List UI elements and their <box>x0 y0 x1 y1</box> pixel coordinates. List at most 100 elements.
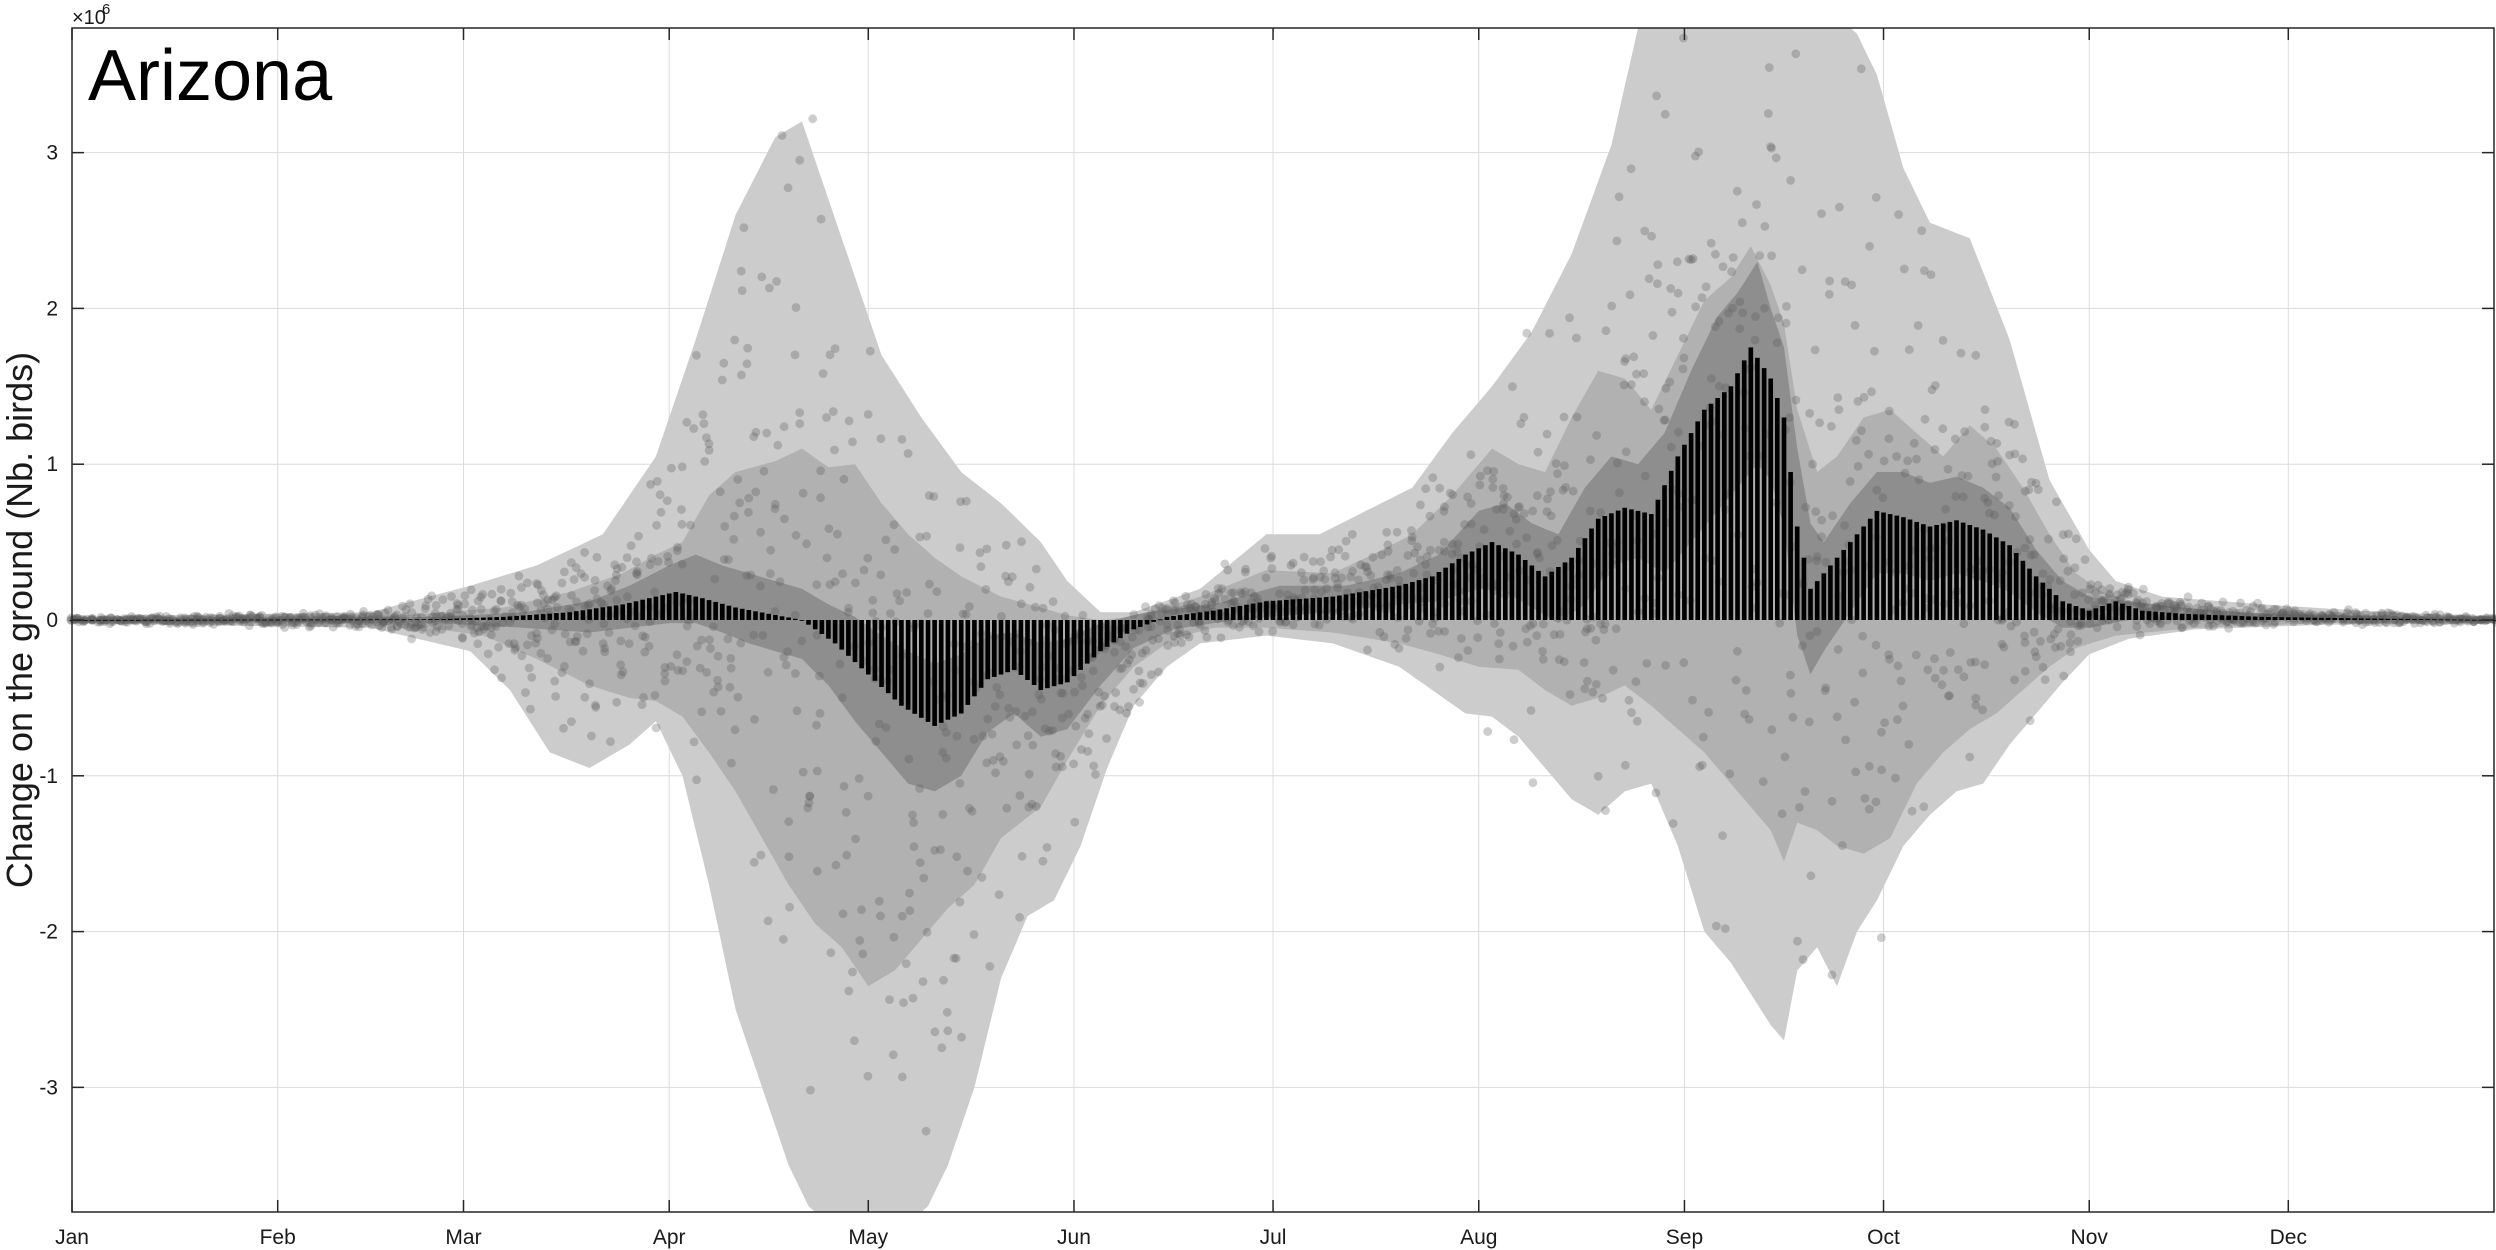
scatter-point <box>720 522 730 531</box>
mean-bar <box>2100 606 2105 620</box>
scatter-point <box>1865 241 1874 251</box>
scatter-point <box>536 585 546 595</box>
scatter-point <box>1738 308 1748 318</box>
mean-bar <box>1124 620 1130 634</box>
mean-bar <box>348 619 354 621</box>
scatter-point <box>523 640 532 650</box>
scatter-point <box>2325 610 2335 620</box>
scatter-point <box>378 618 388 628</box>
scatter-point <box>1028 740 1038 750</box>
scatter-point <box>201 612 211 622</box>
mean-bar <box>1436 572 1442 620</box>
scatter-point <box>886 609 895 618</box>
scatter-point <box>1100 691 1110 701</box>
scatter-point <box>2045 574 2055 584</box>
scatter-point <box>2416 618 2425 628</box>
mean-bar <box>428 619 433 620</box>
scatter-point <box>2132 599 2142 608</box>
scatter-point <box>114 615 123 625</box>
scatter-point <box>672 650 682 660</box>
scatter-point <box>1632 716 1642 726</box>
mean-bar <box>142 619 148 621</box>
scatter-point <box>1805 631 1815 640</box>
scatter-point <box>1581 627 1590 637</box>
scatter-point <box>348 616 357 626</box>
scatter-point <box>1583 676 1592 686</box>
scatter-point <box>1202 632 1212 642</box>
scatter-point <box>626 541 636 550</box>
scatter-point <box>1121 642 1131 652</box>
scatter-point <box>822 413 831 422</box>
scatter-point <box>1379 632 1389 642</box>
scatter-point <box>1871 640 1881 650</box>
scatter-point <box>1788 712 1798 722</box>
scatter-point <box>1056 751 1065 761</box>
scatter-point <box>2469 615 2478 624</box>
mean-bar <box>341 619 347 621</box>
scatter-point <box>770 504 780 514</box>
mean-bar <box>2173 613 2178 620</box>
scatter-point <box>176 613 185 622</box>
scatter-point <box>2200 605 2209 615</box>
scatter-point <box>770 607 780 616</box>
scatter-point <box>2020 638 2030 647</box>
scatter-point <box>902 588 912 597</box>
scatter-point <box>340 614 349 623</box>
scatter-point <box>784 852 794 862</box>
scatter-point <box>1679 333 1688 343</box>
scatter-point <box>719 555 729 564</box>
scatter-point <box>1767 725 1777 735</box>
scatter-point <box>1031 564 1041 574</box>
scatter-point <box>1521 624 1531 634</box>
scatter-point <box>2481 614 2491 624</box>
scatter-point <box>1568 486 1578 496</box>
scatter-point <box>2209 606 2219 616</box>
scatter-point <box>1428 473 1438 482</box>
scatter-point <box>2105 589 2114 599</box>
mean-bar <box>1834 557 1840 620</box>
mean-bar <box>1084 620 1090 664</box>
scatter-point <box>1923 665 1933 675</box>
scatter-point <box>1672 257 1682 267</box>
scatter-point <box>982 544 992 554</box>
scatter-point <box>1591 679 1601 689</box>
scatter-point <box>1410 548 1420 558</box>
mean-bar <box>1350 593 1356 620</box>
scatter-point <box>706 644 715 653</box>
mean-bar <box>2179 613 2185 620</box>
mean-bar <box>746 610 752 620</box>
mean-bar <box>1980 529 1986 620</box>
scatter-point <box>514 571 524 581</box>
scatter-point <box>1907 806 1917 816</box>
scatter-point <box>1586 624 1596 633</box>
mean-bars <box>69 347 2496 726</box>
scatter-point <box>815 709 825 718</box>
scatter-point <box>345 620 355 630</box>
scatter-point <box>2049 629 2059 639</box>
scatter-point <box>271 616 281 626</box>
scatter-point <box>524 663 534 673</box>
scatter-point <box>2105 584 2115 593</box>
scatter-point <box>1697 293 1707 302</box>
scatter-point <box>197 615 207 625</box>
scatter-point <box>430 609 440 618</box>
mean-bar <box>1330 596 1336 620</box>
scatter-point <box>2020 543 2030 553</box>
scatter-point <box>1642 659 1652 668</box>
scatter-point <box>1786 688 1796 698</box>
scatter-point <box>965 803 974 813</box>
scatter-point <box>632 557 641 567</box>
scatter-point <box>2131 597 2141 607</box>
scatter-point <box>803 803 813 813</box>
scatter-point <box>773 440 783 450</box>
mean-bar <box>1556 567 1561 620</box>
scatter-point <box>780 514 789 524</box>
scatter-point <box>2435 610 2445 620</box>
scatter-point <box>1774 313 1783 323</box>
scatter-point <box>176 615 185 625</box>
mean-bar <box>1051 620 1057 687</box>
scatter-point <box>982 758 992 768</box>
scatter-point <box>287 618 297 627</box>
scatter-point <box>1859 392 1869 402</box>
scatter-point <box>765 283 774 293</box>
